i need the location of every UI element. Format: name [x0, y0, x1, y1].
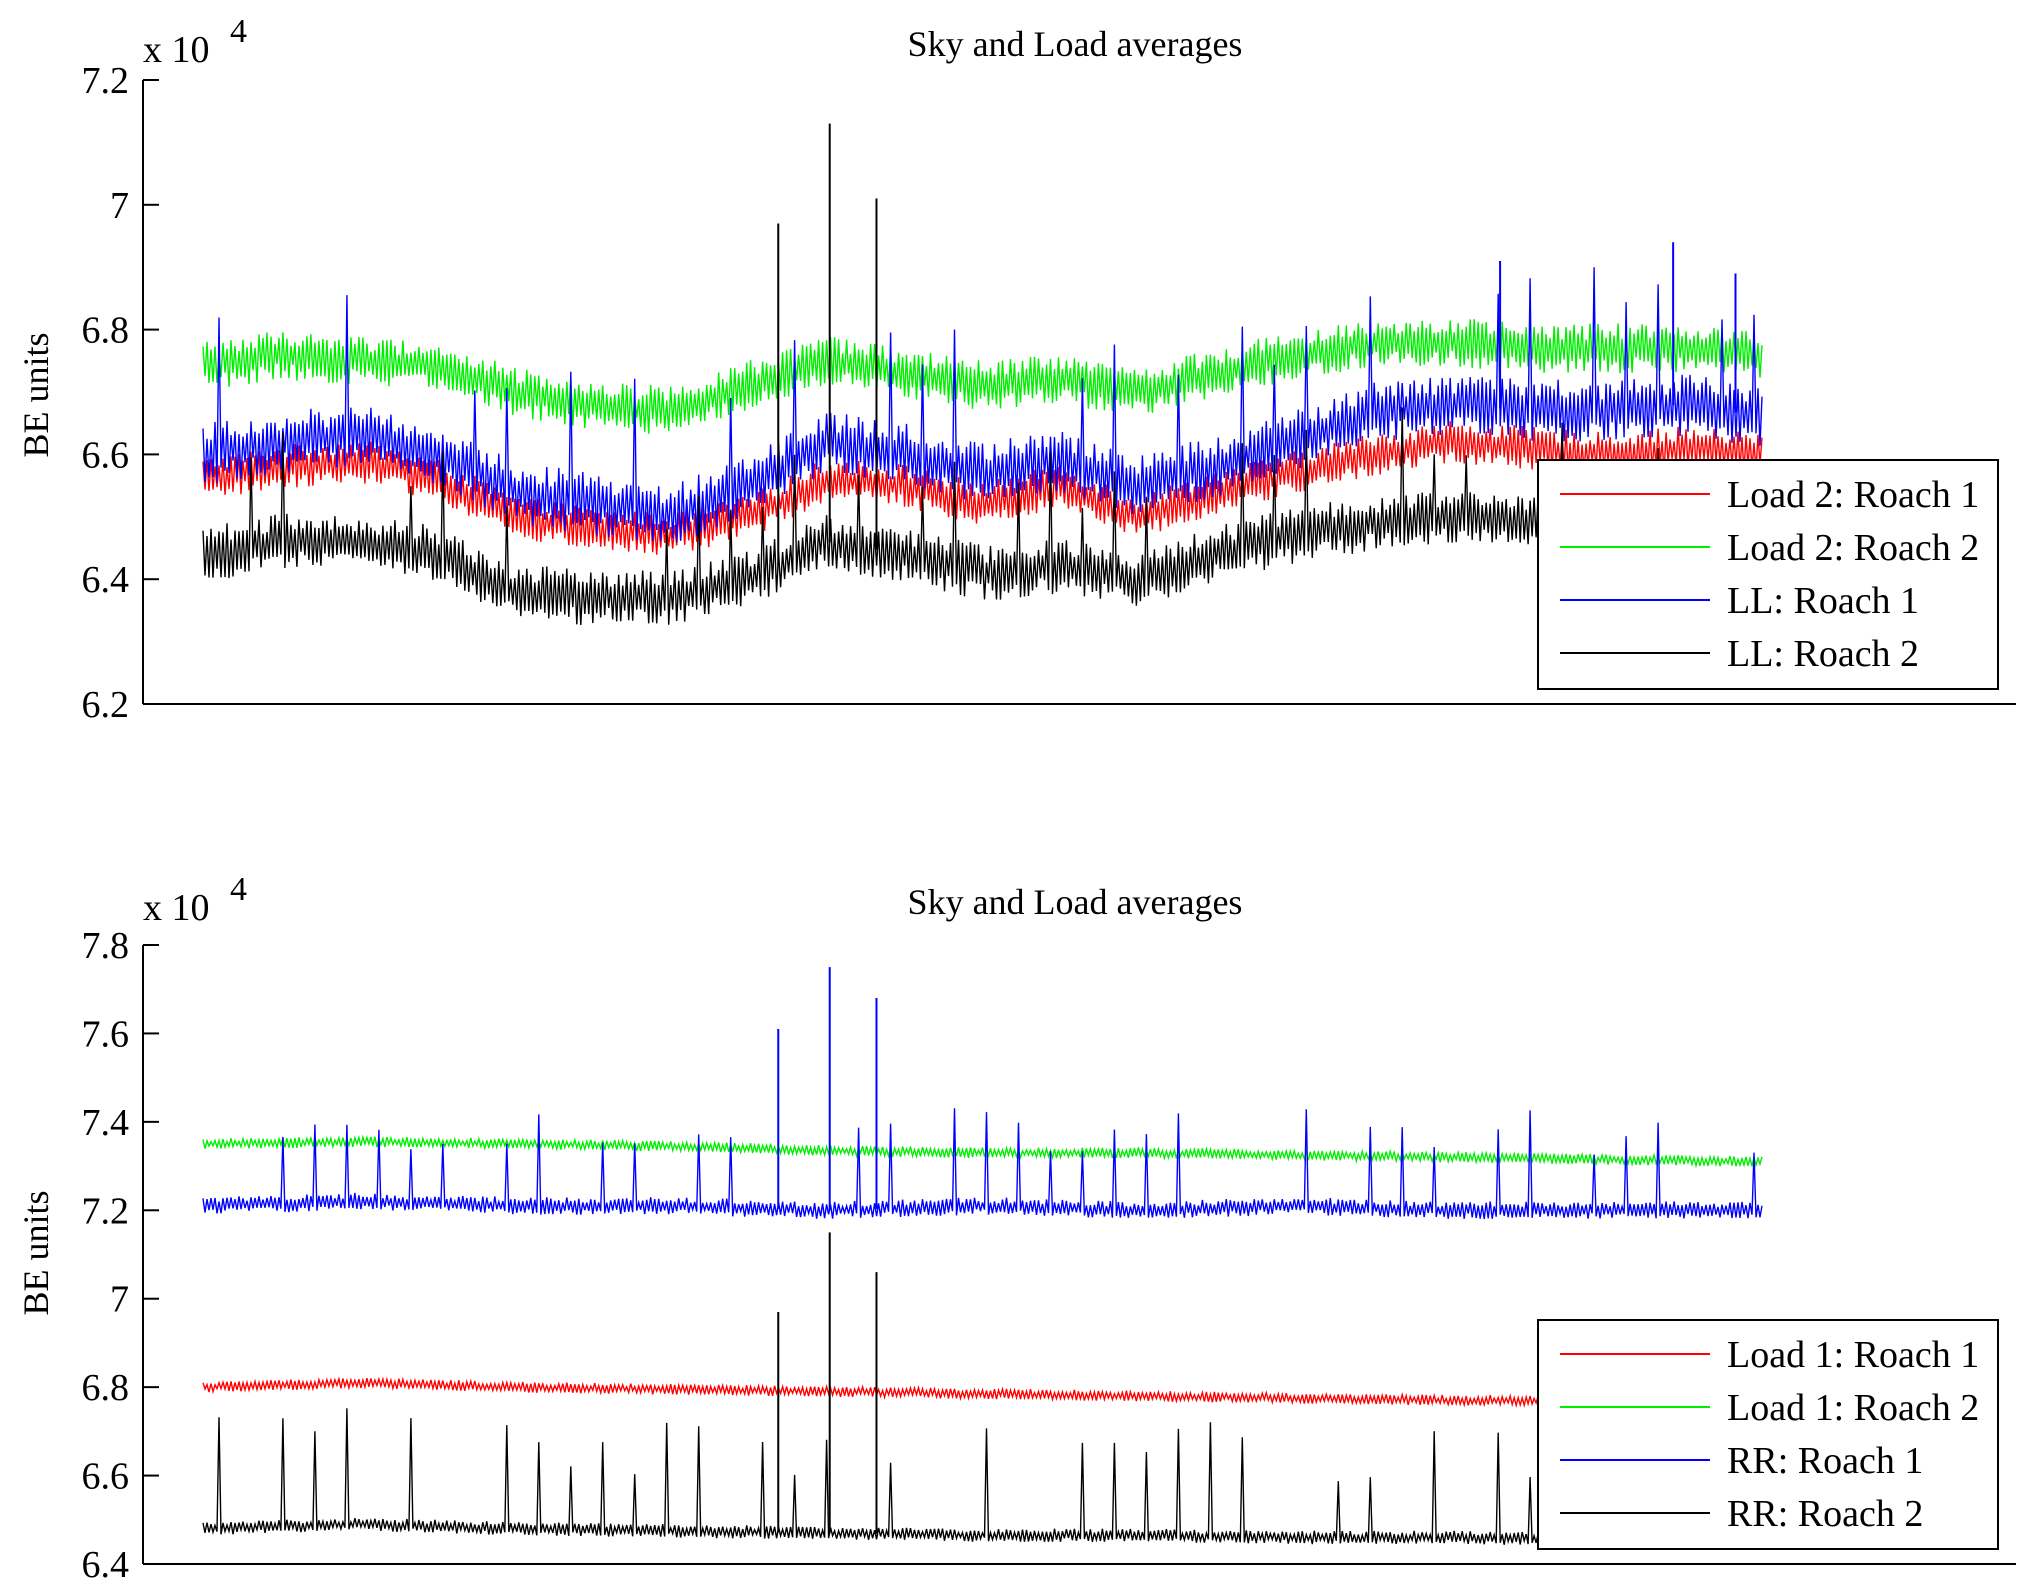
- bottom-y-tick-label: 7.8: [82, 925, 130, 967]
- bottom-y-multiplier: x 10 4: [143, 871, 247, 929]
- top-y-tick-label: 7.2: [82, 60, 130, 102]
- top-y-tick-label: 6.6: [82, 434, 130, 476]
- bottom-legend-label-2: RR: Roach 1: [1727, 1440, 1923, 1482]
- top-peak-group: [777, 123, 1737, 565]
- top-plot-panel: Sky and Load averages x 10 4 BE units 6.…: [16, 13, 2016, 726]
- bottom-peak-group: [777, 967, 878, 1534]
- bottom-y-tick-label: 6.6: [82, 1456, 130, 1498]
- top-legend-label-0: Load 2: Roach 1: [1727, 474, 1979, 516]
- top-series-group: [202, 267, 1763, 626]
- bottom-legend: Load 1: Roach 1 Load 1: Roach 2 RR: Roac…: [1537, 1319, 1999, 1550]
- top-y-ticks: 6.2 6.4 6.6 6.8 7 7.2: [82, 60, 159, 726]
- top-legend-label-1: Load 2: Roach 2: [1727, 527, 1979, 569]
- top-multiplier-base: x 10: [143, 29, 210, 71]
- bottom-series-group: [202, 1108, 1763, 1549]
- top-y-tick-label: 6.2: [82, 684, 130, 726]
- bottom-y-tick-label: 6.8: [82, 1367, 130, 1409]
- bottom-chart-title: Sky and Load averages: [908, 882, 1243, 922]
- top-multiplier-exponent: 4: [230, 13, 247, 50]
- bottom-y-tick-label: 7: [110, 1279, 129, 1321]
- top-y-tick-label: 7: [110, 185, 129, 227]
- top-y-multiplier: x 10 4: [143, 13, 247, 71]
- bottom-series-line-1: [202, 1376, 1763, 1417]
- top-series-line-4: [202, 407, 1763, 626]
- top-series-line-1: [202, 421, 1763, 555]
- bottom-multiplier-base: x 10: [143, 887, 210, 929]
- bottom-legend-box: [1537, 1319, 1999, 1550]
- bottom-series-line-3: [202, 1108, 1763, 1220]
- top-series-line-3: [202, 267, 1763, 543]
- bottom-multiplier-exponent: 4: [230, 871, 247, 908]
- top-legend-label-3: LL: Roach 2: [1727, 633, 1919, 675]
- top-series-line-2: [202, 319, 1763, 434]
- bottom-y-ticks: 6.4 6.6 6.8 7 7.2 7.4 7.6 7.8: [82, 925, 159, 1586]
- bottom-legend-label-0: Load 1: Roach 1: [1727, 1334, 1979, 1376]
- top-legend: Load 2: Roach 1 Load 2: Roach 2 LL: Roac…: [1537, 459, 1999, 690]
- bottom-series-line-2: [202, 1134, 1763, 1169]
- bottom-y-tick-label: 7.2: [82, 1190, 130, 1232]
- top-legend-box: [1537, 459, 1999, 690]
- bottom-plot-panel: Sky and Load averages x 10 4 BE units 6.…: [16, 871, 2016, 1586]
- top-y-axis-label: BE units: [16, 332, 56, 457]
- top-y-tick-label: 6.8: [82, 310, 130, 352]
- bottom-y-tick-label: 7.4: [82, 1102, 130, 1144]
- top-legend-label-2: LL: Roach 1: [1727, 580, 1919, 622]
- top-chart-title: Sky and Load averages: [908, 24, 1243, 64]
- bottom-y-axis-label: BE units: [16, 1190, 56, 1315]
- bottom-legend-label-3: RR: Roach 2: [1727, 1493, 1923, 1535]
- bottom-y-tick-label: 6.4: [82, 1544, 130, 1586]
- bottom-legend-label-1: Load 1: Roach 2: [1727, 1387, 1979, 1429]
- bottom-y-tick-label: 7.6: [82, 1013, 130, 1055]
- bottom-series-line-4: [202, 1408, 1763, 1549]
- top-y-tick-label: 6.4: [82, 559, 130, 601]
